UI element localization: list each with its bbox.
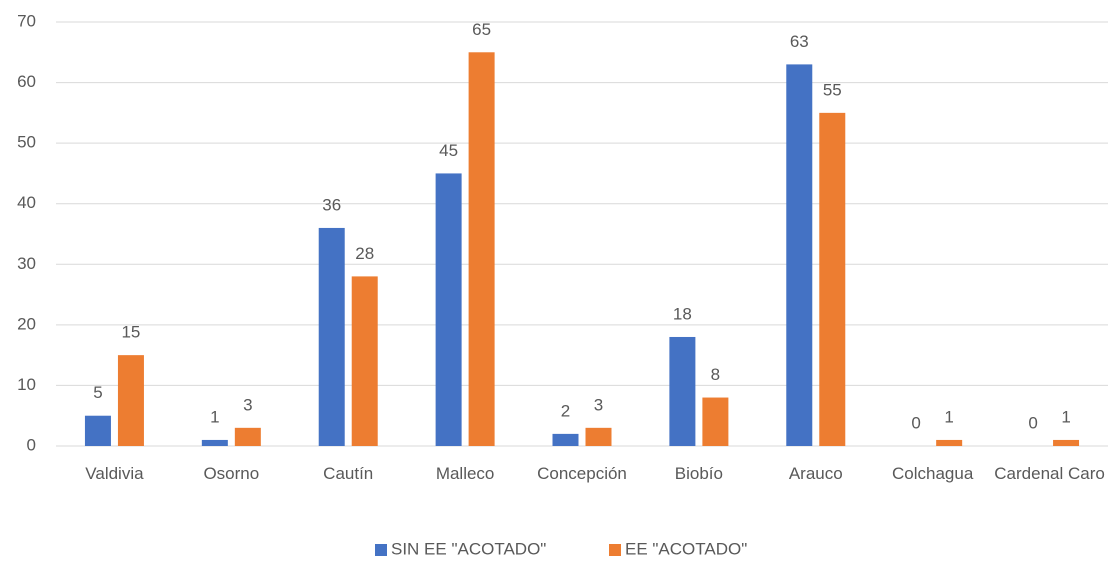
y-tick-label: 10	[17, 375, 36, 394]
bar	[84, 415, 111, 446]
bar	[435, 173, 462, 446]
bar	[1053, 439, 1080, 446]
bar	[117, 355, 144, 446]
x-tick-label-box: Cardenal Caro	[994, 464, 1105, 483]
data-label: 1	[1061, 407, 1070, 426]
x-tick-label-box: Arauco	[788, 464, 843, 483]
legend-swatch	[609, 544, 621, 556]
y-tick-label: 40	[17, 193, 36, 212]
data-label: 3	[243, 395, 252, 414]
x-tick-label: Cardenal Caro	[994, 464, 1105, 483]
bar	[552, 433, 579, 446]
y-tick-label: 0	[27, 435, 36, 454]
legend-label: EE "ACOTADO"	[625, 539, 747, 558]
bar	[786, 64, 813, 447]
x-tick-label: Concepción	[537, 464, 627, 483]
data-label: 3	[594, 395, 603, 414]
x-tick-label: Osorno	[203, 464, 260, 483]
data-label: 5	[93, 383, 102, 402]
data-label: 28	[355, 244, 374, 263]
data-label: 18	[673, 304, 692, 323]
x-tick-label-box: Colchagua	[892, 464, 974, 483]
x-tick-label-box: Valdivia	[85, 464, 144, 483]
data-label: 8	[711, 365, 720, 384]
x-tick-label: Arauco	[788, 464, 843, 483]
x-tick-label: Colchagua	[892, 464, 974, 483]
data-label: 1	[210, 407, 219, 426]
bar	[585, 427, 612, 446]
bar	[669, 336, 696, 446]
data-label: 0	[1028, 413, 1037, 432]
legend-swatch	[375, 544, 387, 556]
bar	[468, 52, 495, 447]
x-tick-label: Cautín	[323, 464, 374, 483]
y-tick-label: 50	[17, 133, 36, 152]
legend-label: SIN EE "ACOTADO"	[391, 539, 546, 558]
data-label: 55	[823, 80, 842, 99]
x-tick-label-box: Cautín	[323, 464, 374, 483]
x-tick-label-box: Osorno	[203, 464, 260, 483]
x-tick-label-box: Biobío	[674, 464, 723, 483]
data-label: 15	[121, 323, 140, 342]
y-tick-label: 70	[17, 11, 36, 30]
x-tick-label-box: Malleco	[435, 464, 495, 483]
x-tick-label: Valdivia	[85, 464, 144, 483]
y-tick-label: 20	[17, 314, 36, 333]
y-tick-label: 30	[17, 254, 36, 273]
bar	[201, 439, 228, 446]
bar	[318, 227, 345, 446]
data-label: 63	[790, 32, 809, 51]
bar	[819, 112, 846, 446]
bar	[234, 427, 261, 446]
data-label: 65	[472, 20, 491, 39]
bar	[936, 439, 963, 446]
data-label: 2	[561, 401, 570, 420]
x-tick-label: Malleco	[435, 464, 495, 483]
bar	[702, 397, 729, 446]
data-label: 45	[439, 141, 458, 160]
x-tick-label-box: Concepción	[537, 464, 627, 483]
bar	[351, 276, 378, 446]
y-tick-label: 60	[17, 72, 36, 91]
data-label: 1	[944, 407, 953, 426]
x-tick-label: Biobío	[674, 464, 723, 483]
data-label: 36	[322, 195, 341, 214]
data-label: 0	[911, 413, 920, 432]
